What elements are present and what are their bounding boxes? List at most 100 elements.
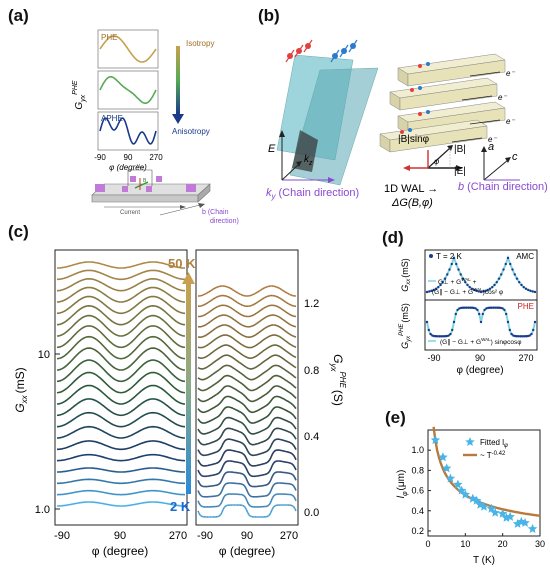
d-phe-point: [499, 306, 502, 310]
d-phe-point: [425, 320, 429, 324]
b-sin-label: |B|sinφ: [398, 134, 430, 145]
d-amc-point: [439, 283, 442, 287]
c-right-fit: [197, 396, 297, 413]
d-phe-point: [517, 335, 520, 338]
e-star-point: [445, 473, 456, 483]
d-phe-point: [438, 335, 441, 338]
d-phe-point: [524, 335, 528, 338]
d-phe-point: [442, 335, 445, 338]
kz-label: kz: [304, 154, 313, 167]
e-xtick: 10: [460, 539, 470, 549]
c-right-curve: [197, 460, 297, 478]
d-phe-point: [465, 306, 468, 309]
ky-label: ky (Chain direction): [266, 187, 359, 201]
c-right-fit: [197, 417, 297, 435]
d-amc-point: [531, 290, 534, 293]
c-left-curve: [57, 478, 185, 485]
d-phe-point: [429, 332, 432, 336]
d-amc-point: [479, 290, 483, 294]
spin-arrows-left: [285, 39, 313, 63]
d-amc-point: [484, 289, 487, 293]
d-amc-point: [459, 273, 462, 276]
c-left-curve: [56, 411, 186, 428]
c-right-ytick-08: 0.8: [304, 365, 319, 377]
d-temp-marker: [429, 254, 433, 258]
e-star-point: [501, 512, 512, 522]
c-left-curve: [56, 286, 186, 303]
c-left-curve: [56, 314, 186, 337]
e-star-point: [441, 463, 452, 473]
d-amc: AMC: [516, 252, 534, 261]
e-stars: [430, 435, 538, 533]
d-phe-point: [472, 306, 475, 310]
device-current: Current: [120, 210, 140, 216]
e-fit-line: [432, 426, 541, 517]
c-right-fit: [197, 482, 297, 498]
d-phe-point: [523, 335, 526, 338]
e-yticks: 1.0 0.8 0.6 0.4 0.2: [411, 445, 431, 536]
c-left-curve: [56, 304, 186, 326]
d-amc-point: [533, 290, 537, 294]
c-right-ytick-12: 1.2: [304, 298, 319, 310]
d-amc-point: [477, 290, 480, 293]
d-bottom-curves: [425, 306, 537, 338]
e-star-point: [512, 518, 523, 528]
panel-a: PHE APHE GyxPHE Isotropy Anisotropy: [72, 29, 239, 225]
e-xticks: 0 10 20 30: [425, 533, 545, 549]
axis-a-label: a: [488, 141, 494, 153]
e-xtick: 0: [425, 539, 430, 549]
d-phe-point: [433, 334, 436, 338]
d-phe-point: [479, 320, 483, 324]
d-xtick-3: 270: [518, 353, 533, 363]
c-right-xtick-3: 270: [280, 530, 298, 542]
d-amc-point: [518, 280, 521, 284]
d-phe-point: [505, 312, 508, 316]
spin-arrows-right: [330, 39, 358, 63]
e-star-point: [497, 508, 508, 518]
b-abs-label: |B|: [454, 144, 466, 155]
d-amc-point: [495, 280, 498, 284]
d-amc-point: [461, 277, 465, 280]
e-ytick: 0.8: [411, 465, 424, 475]
d-top-curves: [425, 255, 537, 294]
d-phe-point: [449, 332, 452, 336]
e-minus-1: e⁻: [506, 69, 515, 78]
anisotropy-label: Anisotropy: [172, 127, 210, 136]
e-minus-3: e⁻: [506, 117, 515, 126]
d-amc-point: [524, 287, 528, 290]
d-phe-point: [530, 332, 533, 336]
d-amc-point: [455, 262, 458, 266]
d-xlabel: φ (degree): [456, 365, 503, 376]
d-phe-point: [427, 328, 430, 332]
svg-text:Gxx(mS): Gxx(mS): [400, 258, 412, 292]
isotropy-arrow: [176, 46, 180, 114]
d-top-ylabel: Gxx(mS): [400, 258, 412, 292]
d-phe-point: [506, 320, 510, 324]
c-right-fit: [197, 406, 297, 424]
a-xtick-3: 270: [149, 153, 163, 162]
c-right-curve: [197, 427, 297, 446]
c-left-curve: [56, 453, 186, 462]
c-right-curve: [198, 294, 296, 307]
e-ytick: 0.6: [411, 486, 424, 496]
svg-text:GyxPHE(mS): GyxPHE(mS): [399, 303, 412, 349]
a-xtick-1: -90: [94, 153, 106, 162]
aphe-wave: [99, 117, 157, 145]
d-amc-point: [506, 256, 510, 260]
d-legend-top-2: (G∥ − G⊥ + GWAL)cos² φ: [432, 287, 503, 296]
d-phe-point: [476, 308, 479, 312]
device-vxx: Vₓₓ: [137, 164, 144, 170]
d-bottom-frame: [424, 299, 538, 351]
d-phe-point: [447, 334, 450, 337]
d-phe-point: [487, 306, 490, 310]
e-ytick: 0.4: [411, 506, 424, 516]
e-star-point: [471, 495, 482, 505]
d-amc-point: [446, 273, 449, 276]
d-amc-point: [473, 288, 476, 292]
e-legend-stars: Fitted lφ: [480, 438, 508, 449]
d-phe: PHE: [518, 302, 534, 311]
panel-e: 1.0 0.8 0.6 0.4 0.2 0 10 20 30 lφ(μm) T (K) Fit…: [396, 426, 545, 566]
d-phe-point: [436, 335, 439, 338]
c-right-fit: [197, 504, 297, 518]
c-right-fit: [197, 471, 297, 487]
